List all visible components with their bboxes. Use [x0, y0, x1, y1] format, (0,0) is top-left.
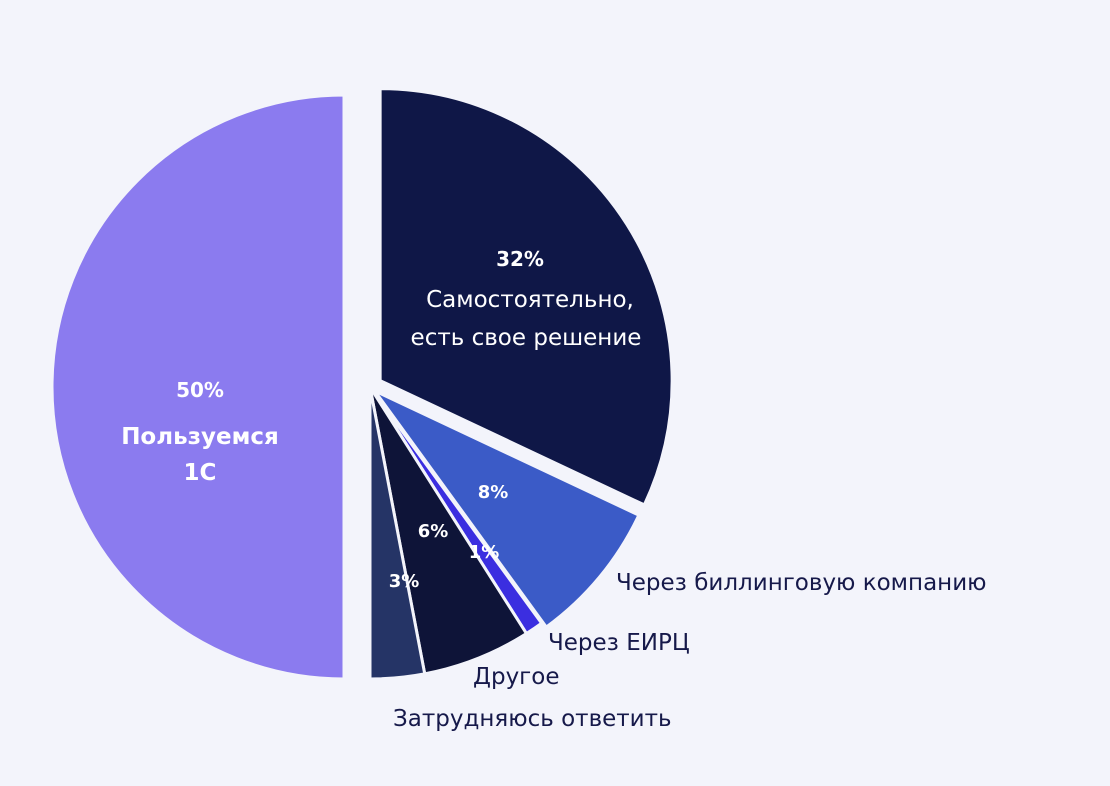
slice-label-8: 8% — [478, 482, 509, 503]
slice-name-billing: Через биллинговую компанию — [616, 570, 987, 596]
slice-label-32: 32% — [496, 247, 544, 271]
slice-name-pk1c-line2: 1С — [184, 460, 217, 486]
slice-label-1: 1% — [469, 542, 500, 563]
slice-label-3: 3% — [389, 571, 420, 592]
slice-label-6: 6% — [418, 521, 449, 542]
slice-name-eirc: Через ЕИРЦ — [548, 630, 690, 656]
slice-name-hard: Затрудняюсь ответить — [393, 706, 672, 732]
slice-label-50: 50% — [176, 378, 224, 402]
pie-slice — [378, 87, 674, 507]
pie-labels: 32% Самостоятельно, есть свое решение 50… — [121, 247, 986, 732]
slice-name-other: Другое — [473, 664, 560, 690]
pie-slices — [50, 87, 674, 681]
pie-slice — [368, 386, 427, 681]
slice-name-samostoyatelno-line2: есть свое решение — [411, 325, 642, 351]
slice-name-samostoyatelno-line1: Самостоятельно, — [426, 287, 634, 313]
pie-slice — [50, 93, 346, 681]
slice-name-pk1c-line1: Пользуемся — [121, 424, 279, 450]
pie-slice — [373, 389, 641, 630]
